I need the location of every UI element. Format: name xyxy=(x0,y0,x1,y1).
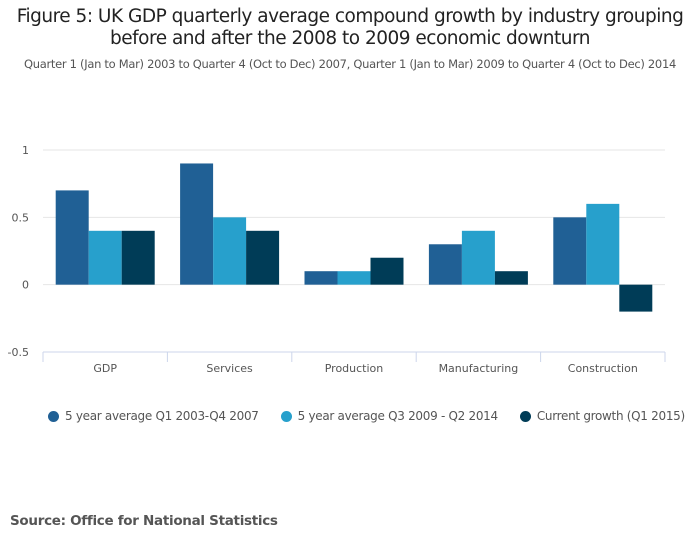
chart-title: Figure 5: UK GDP quarterly average compo… xyxy=(16,6,684,49)
legend-marker-icon xyxy=(519,410,531,422)
y-tick-label: -0.5 xyxy=(8,346,29,359)
legend-item[interactable]: 5 year average Q3 2009 - Q2 2014 xyxy=(280,409,499,423)
y-tick-label: 0.5 xyxy=(12,211,30,224)
bar-construction-series-3[interactable] xyxy=(619,284,653,312)
legend-marker-icon xyxy=(280,410,292,422)
legend-label: 5 year average Q1 2003-Q4 2007 xyxy=(65,409,259,423)
bar-services-series-2[interactable] xyxy=(213,217,247,285)
chart-subtitle: Quarter 1 (Jan to Mar) 2003 to Quarter 4… xyxy=(24,57,676,71)
x-tick-label: Production xyxy=(325,362,384,375)
bar-services-series-3[interactable] xyxy=(246,230,280,285)
bar-production-series-1[interactable] xyxy=(304,271,338,285)
bar-manufacturing-series-1[interactable] xyxy=(428,244,462,285)
legend-item[interactable]: 5 year average Q1 2003-Q4 2007 xyxy=(48,409,259,423)
bar-production-series-2[interactable] xyxy=(337,271,371,285)
bar-chart: 1 0.5 0 -0.5 GDP Services Production Manufactu… xyxy=(8,144,666,375)
x-tick-label: GDP xyxy=(93,362,117,375)
bar-manufacturing-series-3[interactable] xyxy=(494,271,528,285)
source-note: Source: Office for National Statistics xyxy=(10,513,278,529)
x-axis: GDP Services Production Manufacturing Constr… xyxy=(42,351,666,375)
legend-item[interactable]: Current growth (Q1 2015) xyxy=(519,409,685,423)
legend: 5 year average Q1 2003-Q4 2007 5 year ave… xyxy=(48,409,685,423)
legend-marker-icon xyxy=(48,410,59,422)
y-tick-label: 0 xyxy=(22,279,29,292)
bar-gdp-series-2[interactable] xyxy=(88,230,122,285)
legend-label: Current growth (Q1 2015) xyxy=(536,409,685,423)
bar-services-series-1[interactable] xyxy=(180,163,214,285)
bar-construction-series-2[interactable] xyxy=(586,203,620,285)
x-tick-label: Services xyxy=(206,362,253,375)
y-tick-label: 1 xyxy=(22,144,29,157)
x-tick-label: Manufacturing xyxy=(439,362,519,375)
bar-production-series-3[interactable] xyxy=(370,257,404,285)
bar-gdp-series-1[interactable] xyxy=(55,190,89,285)
legend-label: 5 year average Q3 2009 - Q2 2014 xyxy=(297,409,499,423)
bar-gdp-series-3[interactable] xyxy=(121,230,155,285)
x-tick-label: Construction xyxy=(568,362,638,375)
bars xyxy=(55,163,653,312)
bar-construction-series-1[interactable] xyxy=(553,217,587,285)
bar-manufacturing-series-2[interactable] xyxy=(461,230,495,285)
